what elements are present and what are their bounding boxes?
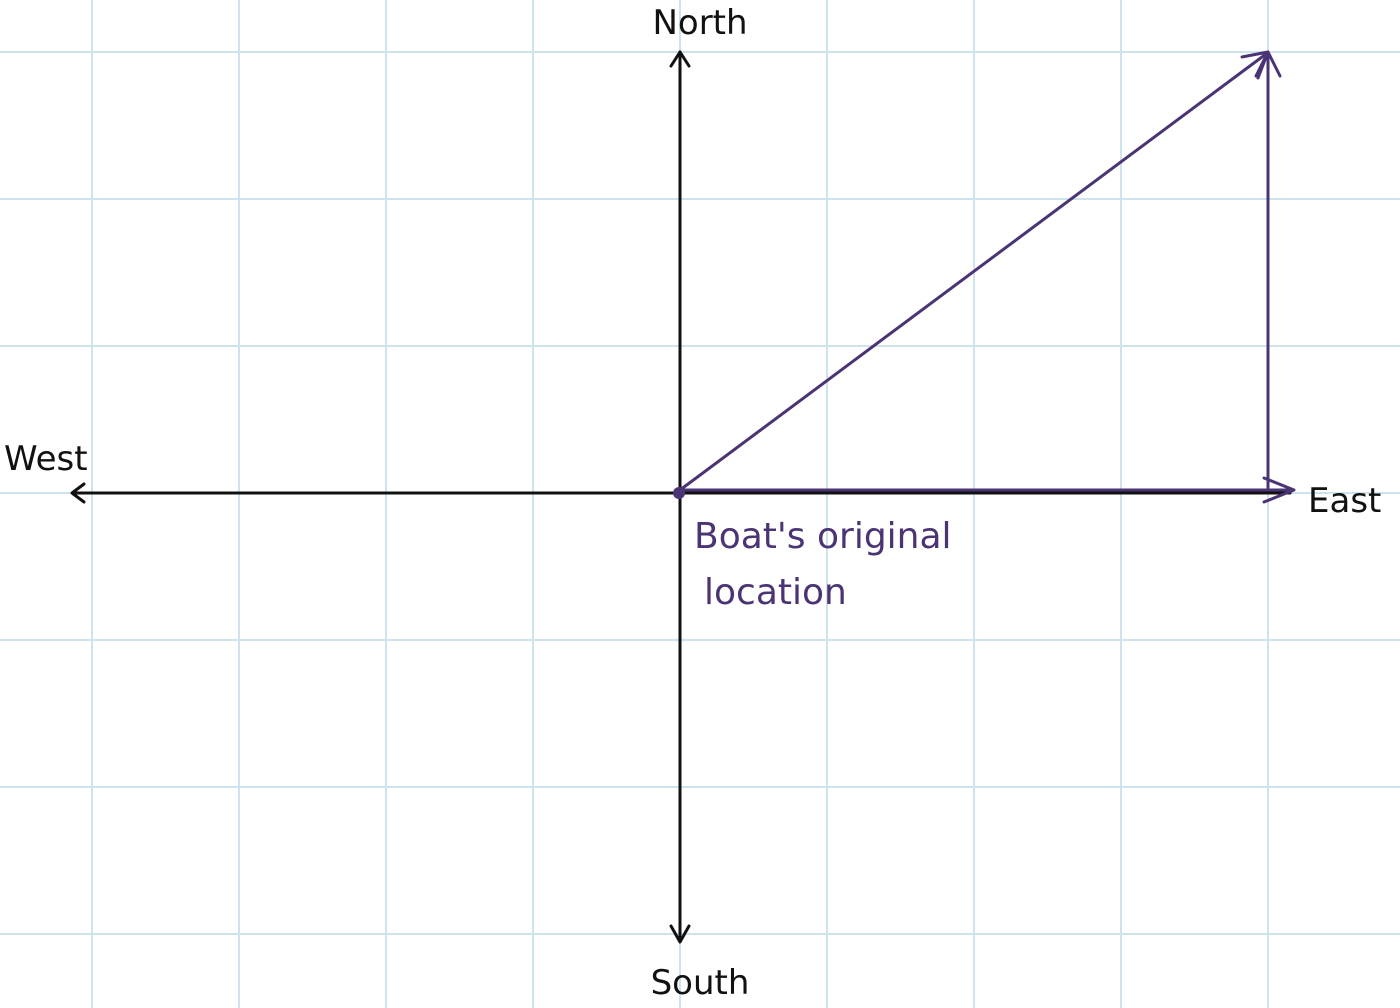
- south-arrowhead: [669, 924, 691, 944]
- west-label: West: [4, 439, 88, 479]
- west-arrowhead: [70, 482, 86, 504]
- south-label: South: [651, 963, 750, 1003]
- displacement-vectors: [678, 50, 1296, 504]
- north-arrowhead: [669, 50, 691, 68]
- origin-annotation: Boat's original location: [694, 516, 952, 613]
- north-label: North: [652, 3, 747, 43]
- origin-point: [673, 487, 685, 499]
- resultant-vector-arrowhead: [1240, 50, 1270, 80]
- origin-label-line1: Boat's original: [694, 516, 952, 557]
- east-label: East: [1308, 481, 1381, 521]
- east-vector-arrowhead: [1262, 476, 1296, 504]
- origin-label-line2: location: [704, 572, 847, 613]
- compass-labels: North South East West: [4, 3, 1381, 1003]
- resultant-vector: [678, 52, 1268, 492]
